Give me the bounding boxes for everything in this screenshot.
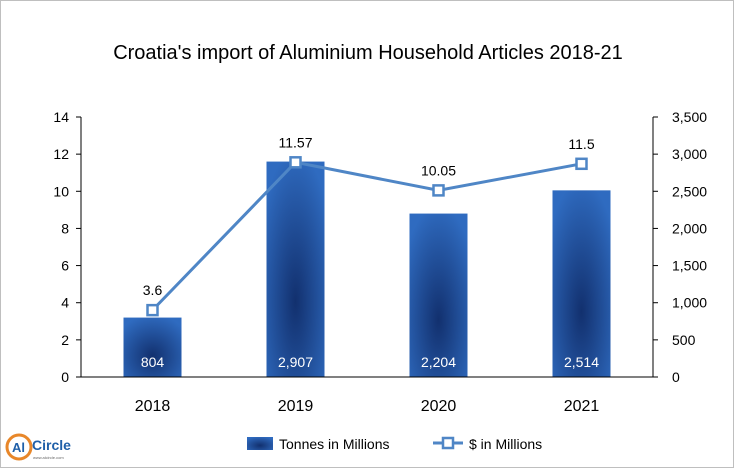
right-tick-label: 500 <box>672 332 696 348</box>
logo-tagline: www.alcircle.com <box>33 455 64 460</box>
right-tick-label: 3,000 <box>672 146 707 162</box>
right-tick-label: 2,500 <box>672 183 707 199</box>
left-tick-label: 4 <box>61 295 69 311</box>
bar-data-label: 2,514 <box>564 354 599 370</box>
right-tick-label: 0 <box>672 369 680 385</box>
left-tick-label: 0 <box>61 369 69 385</box>
legend-bar-label: Tonnes in Millions <box>279 436 390 452</box>
right-tick-label: 3,500 <box>672 109 707 125</box>
series-line <box>151 160 582 312</box>
line-series: 3.6 11.57 10.05 11.5 <box>143 134 595 317</box>
left-tick-label: 10 <box>53 183 69 199</box>
right-tick-label: 1,000 <box>672 295 707 311</box>
line-data-label: 3.6 <box>143 282 163 298</box>
chart-title: Croatia's import of Aluminium Household … <box>113 42 623 64</box>
line-marker <box>289 156 302 169</box>
left-tick-label: 14 <box>53 109 69 125</box>
legend-bar-swatch <box>247 437 273 450</box>
bar <box>409 213 468 377</box>
line-data-label: 11.57 <box>279 134 313 150</box>
bar-data-label: 2,907 <box>278 354 313 370</box>
x-tick-label: 2021 <box>564 398 600 415</box>
x-tick-label: 2018 <box>135 398 171 415</box>
legend: Tonnes in Millions $ in Millions <box>247 436 542 452</box>
x-tick-label: 2020 <box>421 398 457 415</box>
bar-series: 804 2,907 2,204 2,514 <box>123 161 611 377</box>
bar-data-label: 804 <box>141 354 165 370</box>
left-tick-label: 8 <box>61 220 69 236</box>
right-tick-label: 2,000 <box>672 220 707 236</box>
x-tick-label: 2019 <box>278 398 314 415</box>
logo-name: Circle <box>32 437 71 453</box>
line-data-label: 11.5 <box>568 136 594 152</box>
x-axis: 2018 2019 2020 2021 <box>81 376 653 415</box>
legend-line-marker <box>441 436 455 450</box>
line-marker <box>432 184 445 197</box>
line-data-label: 10.05 <box>421 162 456 178</box>
left-tick-label: 12 <box>53 146 69 162</box>
legend-line-label: $ in Millions <box>469 436 542 452</box>
left-axis: 0 2 4 6 8 10 12 14 <box>53 109 82 385</box>
bar <box>552 190 611 377</box>
bar <box>266 161 325 377</box>
alcircle-logo: Al Circle www.alcircle.com <box>5 433 71 461</box>
logo-al: Al <box>12 440 25 455</box>
right-axis: 0 500 1,000 1,500 2,000 2,500 3,000 3,500 <box>652 109 707 385</box>
logo-circle <box>5 433 33 461</box>
left-tick-label: 6 <box>61 258 69 274</box>
left-tick-label: 2 <box>61 332 69 348</box>
bar <box>123 317 182 377</box>
bar-data-label: 2,204 <box>421 354 456 370</box>
line-marker <box>146 303 159 317</box>
right-tick-label: 1,500 <box>672 258 707 274</box>
line-marker <box>575 157 588 171</box>
